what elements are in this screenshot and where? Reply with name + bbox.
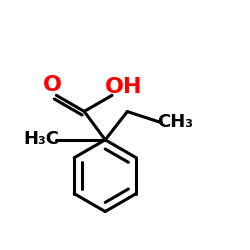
Text: O: O <box>43 75 62 95</box>
Text: OH: OH <box>105 77 142 97</box>
Text: H₃C: H₃C <box>23 130 59 148</box>
Text: CH₃: CH₃ <box>157 113 193 131</box>
